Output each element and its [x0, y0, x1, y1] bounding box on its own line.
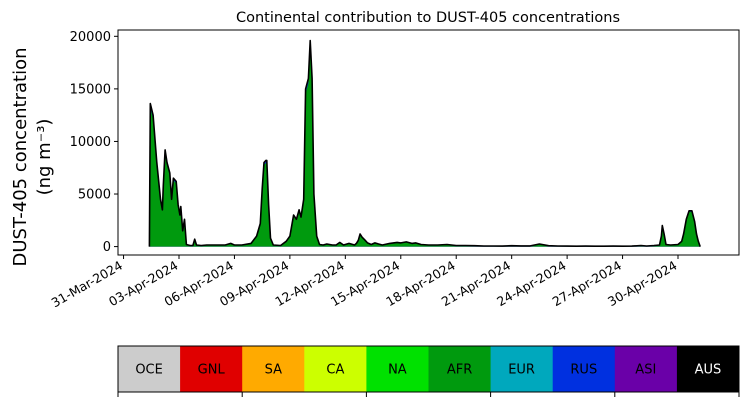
- legend-swatch-ca: [304, 346, 367, 392]
- y-tick-label: 0: [103, 240, 111, 255]
- legend-label-na: NA: [388, 363, 407, 378]
- legend-label-sa: SA: [265, 363, 282, 378]
- y-axis-label-line1: DUST-405 concentration: [10, 47, 31, 266]
- total-concentration-line: [148, 39, 701, 247]
- legend-label-gnl: GNL: [198, 363, 226, 378]
- legend-label-ca: CA: [326, 363, 344, 378]
- legend-label-rus: RUS: [570, 363, 597, 378]
- chart-title: Continental contribution to DUST-405 con…: [236, 10, 620, 26]
- legend-label-eur: EUR: [508, 363, 535, 378]
- legend-label-asi: ASI: [635, 363, 656, 378]
- legend-label-aus: AUS: [695, 363, 722, 378]
- plot-frame: [117, 29, 740, 256]
- legend-swatch-afr: [428, 346, 492, 392]
- plot-area: [148, 39, 701, 247]
- legend-frame: [117, 345, 740, 393]
- area-series-asi: [149, 40, 701, 247]
- y-axis: 0 5000 10000 15000 20000: [70, 30, 118, 255]
- legend-label-oce: OCE: [135, 363, 163, 378]
- legend-swatch-rus: [552, 346, 616, 392]
- x-axis: 31-Mar-202403-Apr-202406-Apr-202409-Apr-…: [49, 255, 680, 310]
- legend-swatch-eur: [490, 346, 554, 392]
- y-tick-label: 20000: [70, 30, 111, 45]
- y-tick-label: 15000: [70, 82, 111, 97]
- legend-label-afr: AFR: [447, 363, 472, 378]
- y-tick-label: 10000: [70, 135, 111, 150]
- area-series-rus: [149, 43, 701, 247]
- legend-swatch-asi: [614, 346, 678, 392]
- legend-swatch-aus: [676, 346, 740, 392]
- legend-swatch-sa: [242, 346, 305, 392]
- area-series-afr: [149, 46, 701, 247]
- legend-swatch-oce: [118, 346, 181, 392]
- y-axis-label-line2: (ng m⁻³): [34, 119, 55, 196]
- legend-swatch-gnl: [180, 346, 243, 392]
- y-axis-label: DUST-405 concentration (ng m⁻³): [10, 47, 55, 266]
- legend-colorbar: OCE GNL SA CA NA AFR EUR RUS ASI AUS: [117, 345, 740, 397]
- legend-swatch-na: [366, 346, 429, 392]
- y-tick-label: 5000: [78, 188, 111, 203]
